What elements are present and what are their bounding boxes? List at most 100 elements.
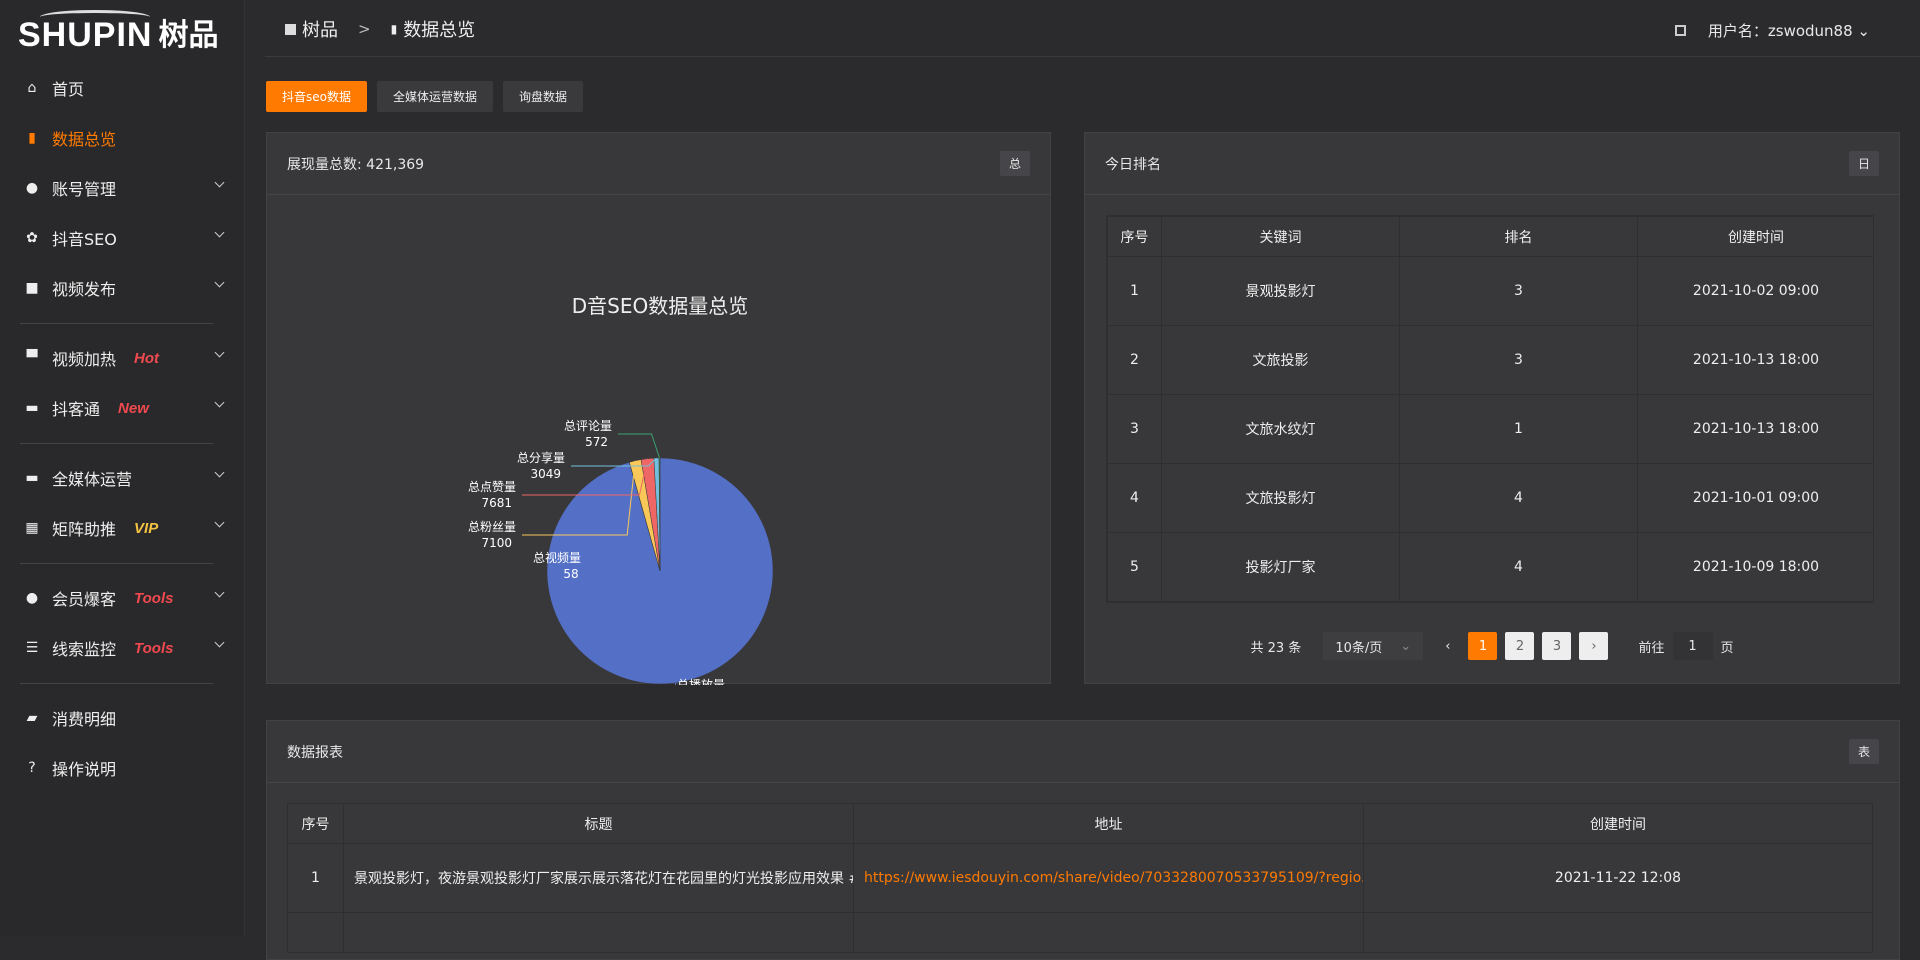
sidebar-item-10[interactable]: ☰ 线索监控 Tools [0,623,245,673]
sidebar-item-6[interactable]: ▬ 抖客通 New [0,383,245,433]
page-1[interactable]: 1 [1468,632,1498,660]
table-badge[interactable]: 表 [1848,739,1879,764]
sidebar-item-label: 抖音SEO [52,230,117,249]
chevron-down-icon [214,637,225,648]
user-icon: ● [25,590,39,606]
slice-value: 58 [563,567,578,581]
sliders-icon: ☰ [25,640,39,656]
sidebar-item-4[interactable]: ■ 视频发布 [0,263,245,313]
total-count: 共 23 条 [1250,640,1302,656]
table-cell: 4 [1107,463,1162,533]
prev-page-button[interactable]: ‹ [1445,638,1451,654]
label-line [522,460,636,536]
label-line [522,458,648,496]
table-row: 3 文旅水纹灯 1 2021-10-13 18:00 [1107,394,1873,464]
sidebar-item-7[interactable]: ▬ 全媒体运营 [0,453,245,503]
chat-icon: ▬ [25,400,39,416]
sidebar-tag: New [118,399,149,417]
slice-label: 总播放量 [677,677,725,685]
bar-chart-icon: ▮ [390,22,398,36]
sidebar-item-8[interactable]: ▦ 矩阵助推 VIP [0,503,245,553]
pagination: 共 23 条 10条/页 ⌄ ‹ 1 2 3 › 前往 1 页 [1084,632,1900,660]
table-row: 5 投影灯厂家 4 2021-10-09 18:00 [1107,532,1873,602]
report-table: 序号 标题 地址 创建时间 1 景观投影灯，夜游景观投影灯厂家展示展示落花灯在花园里的灯光… [287,803,1873,953]
table-cell: 1 [287,843,344,913]
logo[interactable]: SHUPIN 树品 [18,10,218,52]
breadcrumb: 树品 > ▮ 数据总览 [285,16,475,42]
goto-page-input[interactable]: 1 [1672,632,1713,660]
column-header: 创建时间 [1363,803,1873,844]
sidebar-item-11[interactable]: ▰ 消费明细 [0,693,245,743]
slice-value: 7100 [481,536,512,550]
sidebar-item-label: 视频发布 [52,280,117,299]
divider [0,553,245,573]
sidebar-item-5[interactable]: ▀ 视频加热 Hot [0,333,245,383]
tab-douyin-seo[interactable]: 抖音seo数据 [266,81,367,112]
column-header: 排名 [1399,216,1638,257]
username: 用户名：zswodun88 [1707,22,1853,40]
table-cell: 3 [1399,256,1638,326]
fullscreen-icon[interactable] [1674,25,1686,36]
chevron-down-icon: ⌄ [1400,638,1412,654]
sidebar-item-label: 消费明细 [52,710,117,729]
breadcrumb-home[interactable]: 树品 [302,20,338,41]
slice-label: 总点赞量 [468,480,516,494]
divider [0,673,245,693]
chart-title: D音SEO数据量总览 [572,294,748,318]
page-size-select[interactable]: 10条/页 ⌄ [1323,632,1424,660]
pie-chart: D音SEO数据量总览总播放量402909总视频量58总粉丝量7100总点赞量76… [468,294,774,685]
sidebar-item-9[interactable]: ● 会员爆客 Tools [0,573,245,623]
sidebar-item-12[interactable]: ? 操作说明 [0,743,245,793]
sidebar-item-1[interactable]: ▮ 数据总览 [0,113,245,163]
column-header: 标题 [343,803,854,844]
sidebar-item-label: 操作说明 [52,760,117,779]
page-2[interactable]: 2 [1505,632,1535,660]
table-cell: 2021-10-13 18:00 [1637,325,1873,395]
table-cell: 1 [1107,256,1162,326]
day-badge[interactable]: 日 [1848,151,1879,176]
tab-all-media[interactable]: 全媒体运营数据 [376,81,493,112]
sidebar-item-0[interactable]: ⌂ 首页 [0,63,245,113]
next-page-button[interactable]: › [1579,632,1609,660]
bar-chart-icon: ▮ [28,130,36,146]
tab-inquiry[interactable]: 询盘数据 [503,81,584,112]
report-panel: 数据报表表 序号 标题 地址 创建时间 1 景观投影灯，夜游景观投影灯厂家展示展示落花灯在… [266,720,1900,960]
wallet-icon: ▰ [26,710,38,726]
sidebar-item-label: 线索监控 [52,640,117,659]
page-3[interactable]: 3 [1542,632,1572,660]
table-cell: 5 [1107,532,1162,602]
chevron-down-icon [214,177,225,188]
sidebar-item-3[interactable]: ✿ 抖音SEO [0,213,245,263]
top-header: 树品 > ▮ 数据总览 用户名：zswodun88 ⌄ [265,0,1920,57]
user-menu[interactable]: 用户名：zswodun88 ⌄ [1708,20,1870,41]
sidebar-item-label: 数据总览 [52,130,117,149]
home-icon: ⌂ [27,80,37,96]
table-cell: 2021-11-22 12:08 [1363,843,1873,913]
table-cell: 景观投影灯 [1161,256,1400,326]
page-unit: 页 [1720,640,1734,656]
table-cell: 4 [1399,463,1638,533]
sidebar-item-label: 矩阵助推 [52,520,117,539]
sidebar-item-2[interactable]: ● 账号管理 [0,163,245,213]
chevron-down-icon [214,277,225,288]
label-line [618,433,660,459]
sidebar-item-label: 首页 [52,80,85,99]
column-header: 序号 [1107,216,1162,257]
slice-value: 3049 [530,467,561,481]
table-cell: 1 [1399,394,1638,464]
divider [0,313,245,333]
sidebar-tag: VIP [134,519,159,537]
rank-table: 序号 关键词 排名 创建时间 1 景观投影灯 3 2021-10-02 09:00 2 文旅投影 3… [1107,216,1873,602]
video-link[interactable]: https://www.iesdouyin.com/share/video/70… [853,843,1364,913]
panel-title: 今日排名 [1105,156,1161,173]
question-icon: ? [28,760,36,776]
table-cell: 文旅投影灯 [1161,463,1400,533]
table-cell: 4 [1399,532,1638,602]
sidebar-item-label: 抖客通 [52,400,101,419]
grid-icon: ▦ [25,520,39,536]
table-cell: 景观投影灯，夜游景观投影灯厂家展示展示落花灯在花园里的灯光投影应用效果 # [343,843,854,913]
sidebar-item-label: 账号管理 [52,180,117,199]
total-badge[interactable]: 总 [999,151,1030,176]
table-row: 2 文旅投影 3 2021-10-13 18:00 [1107,325,1873,395]
